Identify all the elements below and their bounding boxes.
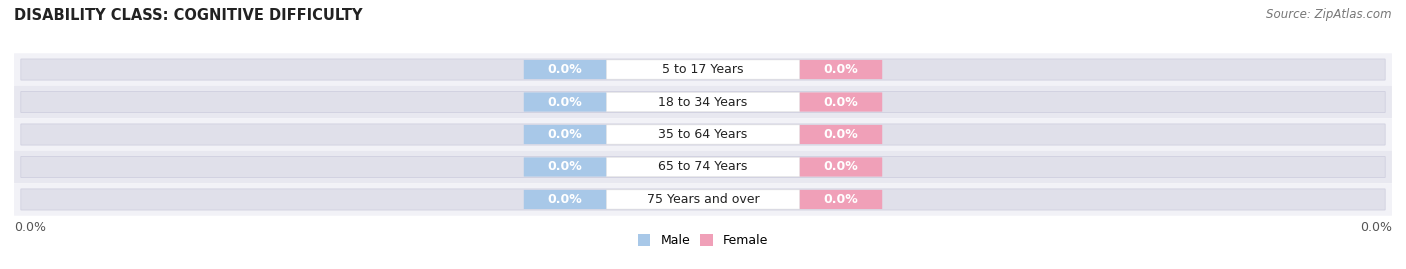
FancyBboxPatch shape [524,190,606,209]
Text: 0.0%: 0.0% [824,95,858,108]
FancyBboxPatch shape [14,183,1392,216]
FancyBboxPatch shape [800,190,882,209]
FancyBboxPatch shape [606,93,800,112]
Text: 0.0%: 0.0% [824,63,858,76]
Text: 0.0%: 0.0% [548,95,582,108]
Text: 0.0%: 0.0% [548,128,582,141]
FancyBboxPatch shape [21,157,1385,178]
Text: 5 to 17 Years: 5 to 17 Years [662,63,744,76]
Text: 65 to 74 Years: 65 to 74 Years [658,161,748,174]
FancyBboxPatch shape [800,93,882,112]
Text: 35 to 64 Years: 35 to 64 Years [658,128,748,141]
Text: 0.0%: 0.0% [14,221,46,233]
FancyBboxPatch shape [606,157,800,176]
Text: DISABILITY CLASS: COGNITIVE DIFFICULTY: DISABILITY CLASS: COGNITIVE DIFFICULTY [14,8,363,23]
Text: 0.0%: 0.0% [548,161,582,174]
FancyBboxPatch shape [14,53,1392,86]
Text: 0.0%: 0.0% [548,193,582,206]
FancyBboxPatch shape [21,59,1385,80]
FancyBboxPatch shape [524,125,606,144]
FancyBboxPatch shape [524,157,606,176]
FancyBboxPatch shape [800,60,882,79]
Text: 75 Years and over: 75 Years and over [647,193,759,206]
FancyBboxPatch shape [21,124,1385,145]
FancyBboxPatch shape [14,151,1392,183]
Text: 0.0%: 0.0% [824,128,858,141]
FancyBboxPatch shape [606,60,800,79]
Text: 0.0%: 0.0% [1360,221,1392,233]
Text: 0.0%: 0.0% [824,193,858,206]
Text: 18 to 34 Years: 18 to 34 Years [658,95,748,108]
FancyBboxPatch shape [800,125,882,144]
FancyBboxPatch shape [606,190,800,209]
FancyBboxPatch shape [14,86,1392,118]
Text: 0.0%: 0.0% [548,63,582,76]
FancyBboxPatch shape [800,157,882,176]
Legend: Male, Female: Male, Female [633,229,773,252]
FancyBboxPatch shape [14,118,1392,151]
Text: 0.0%: 0.0% [824,161,858,174]
FancyBboxPatch shape [524,93,606,112]
Text: Source: ZipAtlas.com: Source: ZipAtlas.com [1267,8,1392,21]
FancyBboxPatch shape [21,91,1385,112]
FancyBboxPatch shape [21,189,1385,210]
FancyBboxPatch shape [524,60,606,79]
FancyBboxPatch shape [606,125,800,144]
